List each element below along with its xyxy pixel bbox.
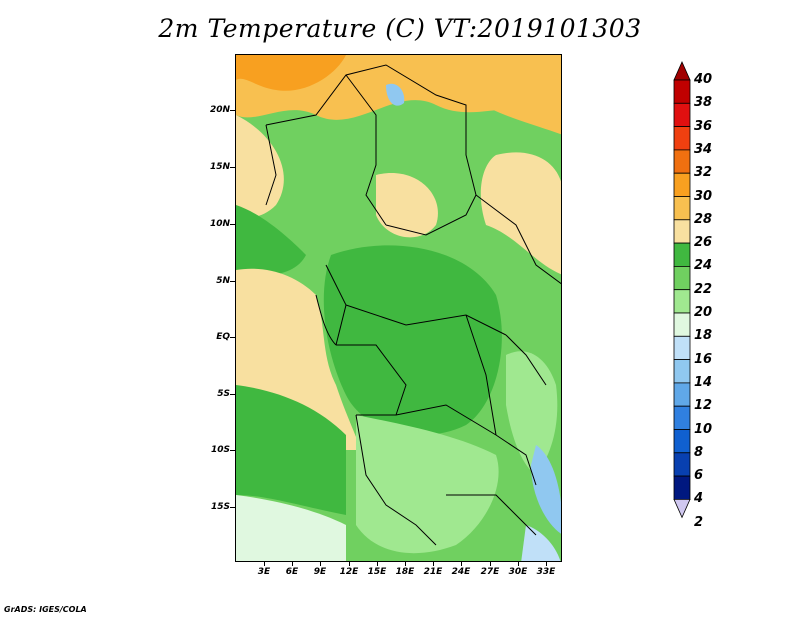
lon-label-27e: 27E [480,567,500,577]
lat-label-15n: 15N [209,162,230,172]
colorbar-segment [673,405,691,430]
lat-tick [230,224,235,225]
lon-tick [264,562,265,566]
northeast-warm-zone [466,72,561,135]
lat-tick [230,281,235,282]
colorbar-label: 18 [694,328,713,344]
lon-label-6e: 6E [285,567,299,577]
lon-tick [433,562,434,566]
colorbar [673,61,691,519]
map-title: 2m Temperature (C) VT:2019101303 [158,14,642,43]
lat-tick [230,110,235,111]
colorbar-segment [673,242,691,267]
lon-tick [320,562,321,566]
lon-label-12e: 12E [339,567,359,577]
lon-label-24e: 24E [451,567,471,577]
lon-label-15e: 15E [367,567,387,577]
colorbar-segment [673,475,691,500]
lat-label-10s: 10S [210,445,230,455]
colorbar-segment [673,265,691,291]
lat-label-5n: 5N [216,276,230,286]
southeast-cool-patch [521,525,561,561]
colorbar-label: 16 [694,351,713,367]
sahel-east [480,152,561,275]
colorbar-segment [673,79,691,104]
colorbar-segment [673,289,691,314]
lon-label-21e: 21E [423,567,443,577]
colorbar-label: 34 [694,141,713,157]
colorbar-label: 14 [694,374,713,390]
lon-tick [518,562,519,566]
colorbar-segment [673,102,691,127]
lat-tick [230,450,235,451]
colorbar-label: 28 [694,211,713,227]
lon-tick [405,562,406,566]
colorbar-label: 24 [694,258,713,274]
southern-interior [356,415,499,554]
lon-label-9e: 9E [313,567,327,577]
lon-tick [546,562,547,566]
colorbar-label: 36 [694,118,713,134]
colorbar-label: 26 [694,235,713,251]
lon-tick [461,562,462,566]
sahel-west [236,115,284,218]
colorbar-segment [673,172,691,197]
colorbar-label: 30 [694,188,713,204]
east-cool-patch [531,445,561,534]
colorbar-segment [673,335,691,360]
country-borders [265,64,561,546]
colorbar-label: 22 [694,281,713,297]
atlantic-green [236,385,346,515]
colorbar-segment [673,359,691,384]
congo-basin [323,245,502,435]
lon-tick [292,562,293,566]
colorbar-segment [673,219,691,244]
lat-tick [230,337,235,338]
colorbar-segment [673,429,691,454]
colorbar-segment [673,196,691,221]
colorbar-segment [673,149,691,174]
lat-label-5s: 5S [217,389,230,399]
colorbar-label: 38 [694,95,713,111]
south-atlantic-pale [236,495,346,561]
lon-label-33e: 33E [536,567,556,577]
lon-tick [349,562,350,566]
lat-tick [230,167,235,168]
colorbar-label: 8 [694,444,704,460]
lon-tick [490,562,491,566]
colorbar-label: 10 [694,421,713,437]
temperature-map [235,54,562,562]
colorbar-segment [673,382,691,407]
west-coast-green [236,205,306,275]
lat-label-15s: 15S [210,502,230,512]
sahel-central [376,173,438,238]
colorbar-label: 12 [694,398,713,414]
colorbar-segment [673,312,691,337]
north-cool-spot [386,83,405,106]
colorbar-segment [673,452,691,477]
credit-text: GrADS: IGES/COLA [4,605,87,614]
colorbar-label: 32 [694,165,713,181]
lat-label-20n: 20N [209,105,230,115]
lon-tick [377,562,378,566]
north-hot-zone [236,55,346,91]
lat-label-eq: EQ [216,332,230,342]
colorbar-label: 6 [694,468,704,484]
colorbar-label: 40 [694,72,713,87]
colorbar-label: 4 [694,491,704,507]
lon-label-3e: 3E [257,567,271,577]
lon-label-18e: 18E [395,567,415,577]
colorbar-bottom-arrow [673,498,691,519]
lat-label-10n: 10N [209,219,230,229]
colorbar-label: 2 [694,514,704,530]
colorbar-top-arrow [673,61,691,81]
colorbar-label: 20 [694,305,713,320]
map-svg [236,55,561,561]
lon-label-30e: 30E [508,567,528,577]
lat-tick [230,394,235,395]
colorbar-segment [673,126,691,151]
lat-tick [230,507,235,508]
